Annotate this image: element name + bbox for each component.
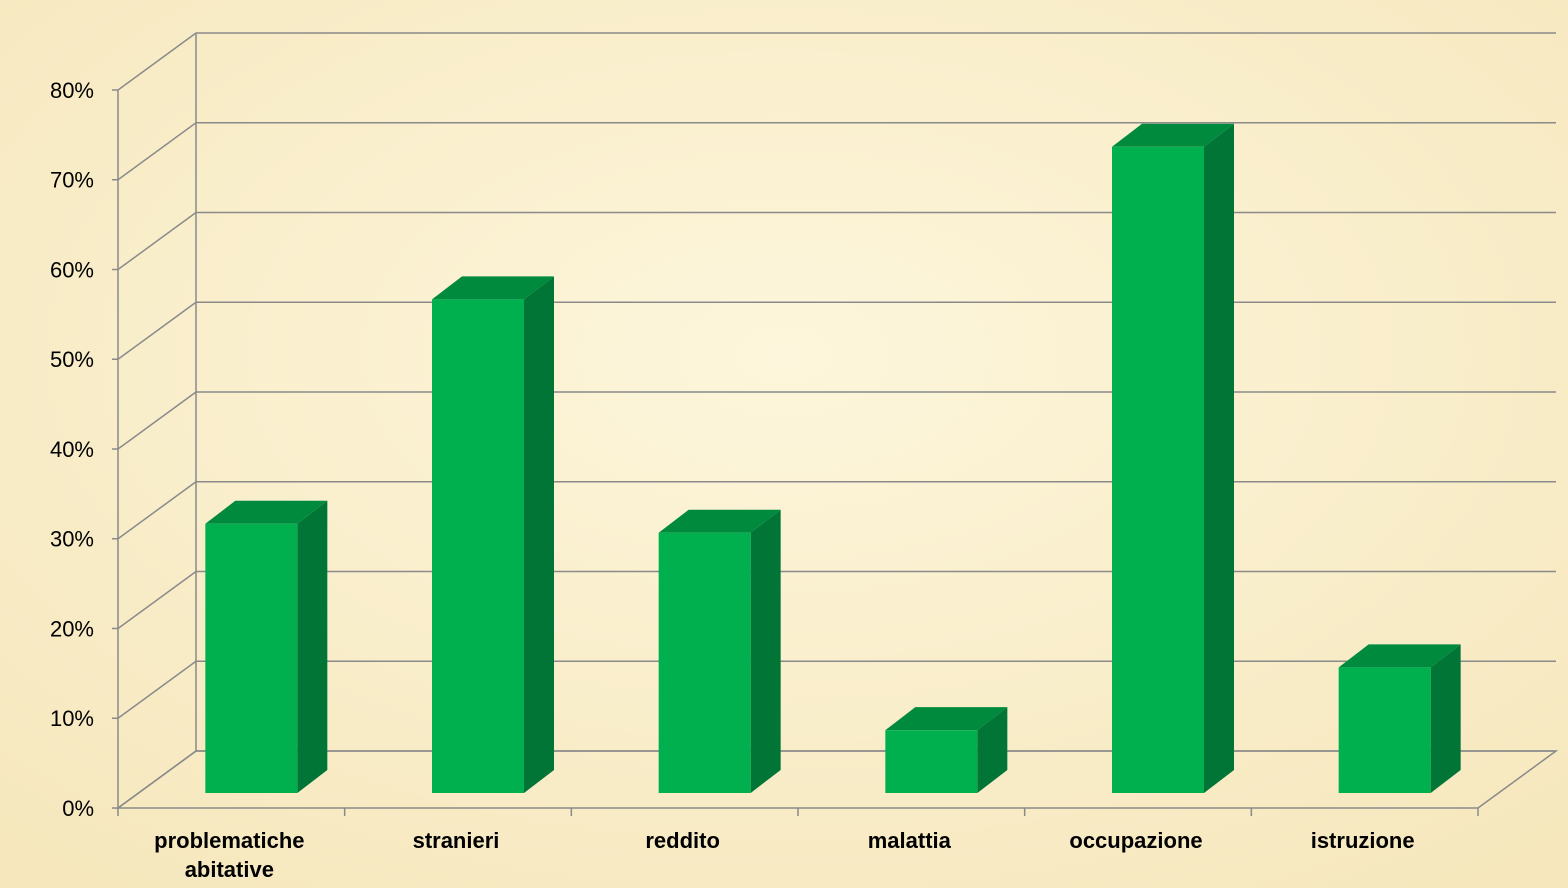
- bar-front: [1112, 146, 1204, 794]
- grid-line: [117, 301, 197, 360]
- bar-top: [432, 276, 554, 300]
- y-tick-label: 0%: [62, 796, 94, 821]
- bar: [1112, 123, 1234, 794]
- bar-front: [658, 532, 751, 793]
- y-tick-label: 60%: [50, 257, 94, 282]
- grid-line: [117, 750, 197, 809]
- grid-line: [117, 391, 197, 450]
- grid-line: [117, 211, 197, 271]
- y-tick-label: 10%: [50, 706, 94, 731]
- bar-side: [977, 707, 1008, 793]
- bar-top: [1112, 123, 1234, 147]
- y-tick-label: 40%: [50, 437, 94, 462]
- bar: [1338, 644, 1461, 793]
- x-tick-label: stranieri: [413, 828, 500, 853]
- bar-front: [1338, 667, 1431, 793]
- bar-front: [205, 523, 298, 793]
- y-tick-label: 70%: [50, 168, 94, 193]
- bar-top: [885, 707, 1008, 731]
- bar: [432, 276, 554, 793]
- y-tick-label: 50%: [50, 347, 94, 372]
- y-tick-label: 20%: [50, 616, 94, 641]
- grid-line: [117, 570, 197, 630]
- bar-side: [1204, 123, 1234, 794]
- bar: [885, 707, 1008, 793]
- bar: [205, 500, 328, 793]
- x-tick-label: reddito: [645, 828, 720, 853]
- grid-line: [117, 122, 197, 181]
- grid-line: [117, 32, 197, 91]
- bar-side: [750, 509, 781, 793]
- y-tick-label: 30%: [50, 527, 94, 552]
- y-tick-label: 80%: [50, 78, 94, 103]
- grid-line: [117, 660, 197, 719]
- x-tick-label: occupazione: [1069, 828, 1202, 853]
- bar-side: [297, 500, 328, 793]
- bar-front: [432, 299, 524, 793]
- bar: [658, 509, 781, 793]
- bar-side: [524, 276, 554, 793]
- bar-top: [205, 500, 328, 524]
- grid-line: [117, 481, 197, 540]
- bar-front: [885, 730, 978, 793]
- bar-side: [1430, 644, 1461, 793]
- x-tick-label: problematiche abitative: [154, 828, 304, 882]
- x-tick-label: istruzione: [1311, 828, 1415, 853]
- x-tick-label: malattia: [868, 828, 952, 853]
- bar-top: [658, 509, 781, 533]
- bar-top: [1338, 644, 1461, 668]
